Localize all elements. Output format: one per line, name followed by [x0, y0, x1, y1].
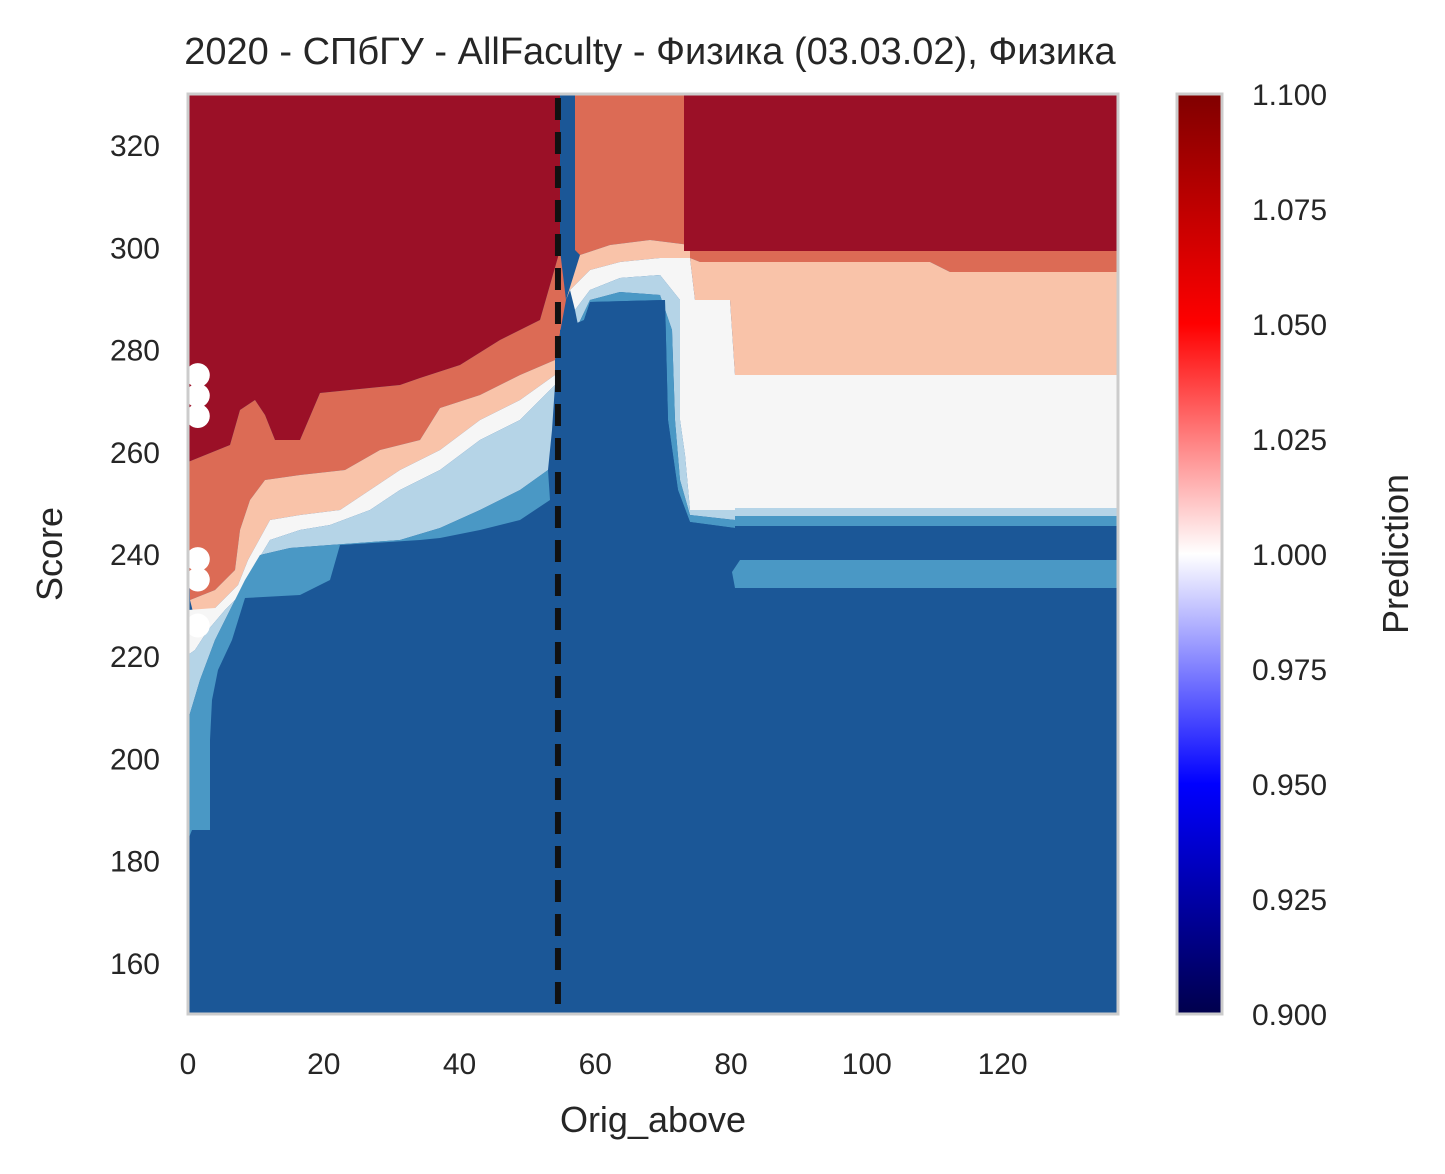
colorbar-tick-label: 0.975 [1252, 654, 1327, 687]
x-axis-ticks: 0 20 40 60 80 100 120 [180, 1048, 1028, 1081]
contour-core-center [560, 300, 1118, 1014]
contour-band-1-010-center [566, 240, 690, 300]
contour-band-0-995-left [188, 385, 555, 720]
x-tick-label: 20 [307, 1048, 340, 1081]
data-point [185, 383, 210, 408]
scatter-points [185, 363, 210, 638]
plot-frame [186, 92, 1120, 1016]
y-tick-label: 200 [110, 743, 160, 776]
colorbar-tick-label: 1.000 [1252, 539, 1327, 572]
data-point [185, 547, 210, 572]
colorbar-tick-label: 1.100 [1252, 79, 1327, 112]
contour-right-100 [735, 375, 1118, 508]
plot-area [188, 94, 1118, 1014]
colorbar-tick-label: 1.025 [1252, 424, 1327, 457]
data-point [185, 404, 210, 428]
colorbar-label: Prediction [1375, 474, 1416, 634]
data-point [185, 363, 210, 388]
y-axis-label: Score [29, 507, 70, 601]
y-tick-label: 180 [110, 846, 160, 879]
contour-right-110 [690, 258, 1118, 375]
x-tick-label: 40 [443, 1048, 476, 1081]
contour-band-0-995-center [575, 275, 735, 520]
x-tick-label: 80 [714, 1048, 747, 1081]
colorbar [1175, 92, 1224, 1016]
colorbar-ticks: 0.900 0.925 0.950 0.975 1.000 1.025 1.050 1.075… [1252, 79, 1327, 1032]
contour-band-0-990-left [188, 470, 550, 840]
contour-band-1-020-center [575, 94, 690, 255]
chart-title: 2020 - СПбГУ - AllFaculty - Физика (03.0… [184, 31, 1116, 73]
contour-band-1-030 [188, 94, 560, 462]
x-tick-label: 0 [180, 1048, 197, 1081]
contour-right-120 [690, 245, 1118, 272]
x-axis-label: Orig_above [560, 1099, 746, 1140]
contour-band-1-010-left [190, 360, 555, 620]
colorbar-tick-label: 0.950 [1252, 769, 1327, 802]
data-point [185, 613, 210, 638]
y-tick-label: 240 [110, 539, 160, 572]
colorbar-tick-label: 0.900 [1252, 999, 1327, 1032]
contour-right-top-red [684, 94, 1118, 251]
colorbar-tick-label: 1.075 [1252, 194, 1327, 227]
y-tick-label: 220 [110, 641, 160, 674]
y-tick-label: 280 [110, 335, 160, 368]
contour-band-1-020-left [188, 250, 566, 600]
y-tick-label: 300 [110, 232, 160, 265]
contour-right-0995 [735, 508, 1118, 516]
contour-band-1-000-center [570, 258, 735, 510]
contour-right-0990 [735, 516, 1118, 526]
colorbar-tick-label: 0.925 [1252, 884, 1327, 917]
contour-right-band-lower [732, 560, 1118, 588]
y-tick-label: 160 [110, 948, 160, 981]
y-tick-label: 320 [110, 130, 160, 163]
data-point [185, 567, 210, 592]
y-axis-ticks: 160 180 200 220 240 260 280 300 320 [110, 130, 160, 981]
x-tick-label: 60 [579, 1048, 612, 1081]
x-tick-label: 120 [978, 1048, 1028, 1081]
colorbar-tick-label: 1.050 [1252, 309, 1327, 342]
y-tick-label: 260 [110, 437, 160, 470]
contour-band-1-000-left [188, 375, 555, 655]
x-tick-label: 100 [842, 1048, 892, 1081]
